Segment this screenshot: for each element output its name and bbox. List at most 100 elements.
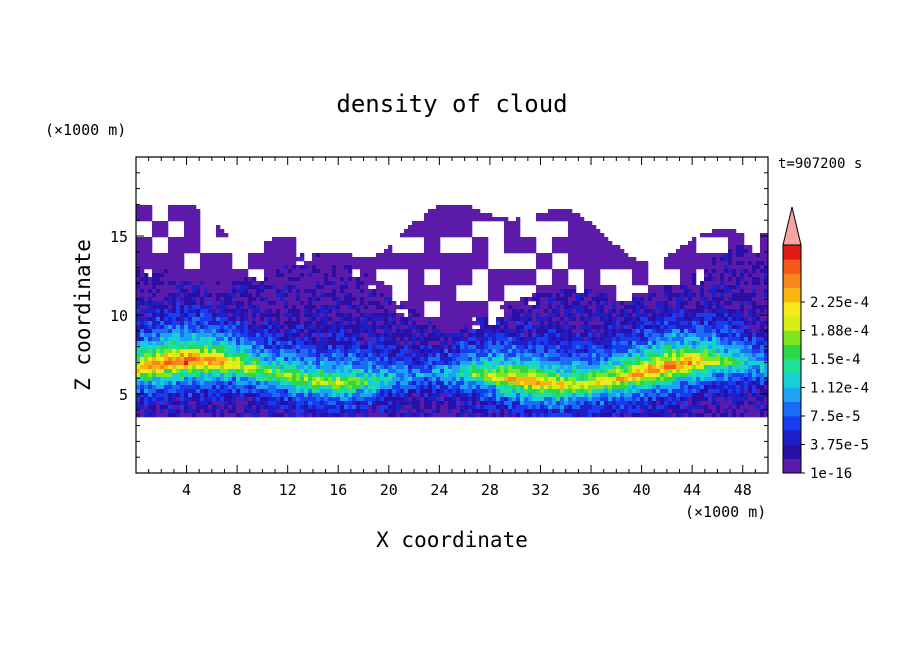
density-cell — [756, 273, 761, 278]
density-cell — [588, 249, 593, 254]
density-cell — [620, 349, 625, 354]
density-cell — [496, 373, 501, 378]
density-cell — [684, 261, 689, 266]
density-cell — [440, 309, 445, 314]
density-cell — [656, 317, 661, 322]
density-cell — [584, 289, 589, 294]
density-cell — [180, 297, 185, 302]
density-cell — [704, 353, 709, 358]
density-cell — [420, 253, 425, 258]
density-cell — [744, 253, 749, 258]
density-cell — [340, 337, 345, 342]
density-cell — [760, 337, 765, 342]
density-cell — [468, 341, 473, 346]
density-cell — [532, 357, 537, 362]
density-cell — [516, 221, 521, 226]
density-cell — [692, 261, 697, 266]
density-cell — [196, 341, 201, 346]
density-cell — [380, 261, 385, 266]
density-cell — [208, 301, 213, 306]
density-cell — [176, 237, 181, 242]
density-cell — [448, 373, 453, 378]
density-cell — [464, 357, 469, 362]
density-cell — [460, 257, 465, 262]
density-cell — [456, 261, 461, 266]
density-cell — [160, 289, 165, 294]
density-cell — [280, 329, 285, 334]
density-cell — [160, 325, 165, 330]
density-cell — [728, 233, 733, 238]
density-cell — [160, 337, 165, 342]
density-cell — [136, 269, 141, 274]
density-cell — [252, 357, 257, 362]
density-cell — [532, 237, 537, 242]
density-cell — [648, 313, 653, 318]
density-cell — [364, 329, 369, 334]
density-cell — [148, 345, 153, 350]
density-cell — [392, 257, 397, 262]
density-cell — [280, 313, 285, 318]
density-cell — [756, 373, 761, 378]
density-cell — [708, 313, 713, 318]
density-cell — [708, 273, 713, 278]
density-cell — [340, 365, 345, 370]
density-cell — [296, 325, 301, 330]
density-cell — [532, 309, 537, 314]
density-cell — [420, 353, 425, 358]
density-cell — [264, 329, 269, 334]
density-cell — [192, 293, 197, 298]
density-cell — [332, 277, 337, 282]
density-cell — [216, 305, 221, 310]
density-cell — [208, 345, 213, 350]
density-cell — [268, 245, 273, 250]
density-cell — [348, 281, 353, 286]
density-cell — [228, 361, 233, 366]
density-cell — [256, 261, 261, 266]
density-cell — [248, 313, 253, 318]
density-cell — [272, 353, 277, 358]
density-cell — [500, 305, 505, 310]
density-cell — [156, 289, 161, 294]
density-cell — [336, 273, 341, 278]
density-cell — [172, 345, 177, 350]
density-cell — [632, 297, 637, 302]
density-cell — [332, 289, 337, 294]
density-cell — [276, 353, 281, 358]
density-cell — [292, 349, 297, 354]
density-cell — [656, 361, 661, 366]
density-cell — [556, 273, 561, 278]
density-cell — [396, 305, 401, 310]
density-cell — [704, 289, 709, 294]
density-cell — [172, 337, 177, 342]
density-cell — [416, 265, 421, 270]
density-cell — [640, 337, 645, 342]
density-cell — [312, 265, 317, 270]
density-cell — [464, 349, 469, 354]
density-cell — [464, 281, 469, 286]
density-cell — [360, 325, 365, 330]
density-cell — [420, 273, 425, 278]
density-cell — [180, 353, 185, 358]
density-cell — [620, 373, 625, 378]
density-cell — [180, 253, 185, 258]
density-cell — [408, 301, 413, 306]
density-cell — [600, 357, 605, 362]
density-cell — [552, 273, 557, 278]
density-cell — [184, 317, 189, 322]
density-cell — [392, 265, 397, 270]
density-cell — [252, 329, 257, 334]
density-cell — [504, 221, 509, 226]
density-cell — [432, 357, 437, 362]
density-cell — [512, 245, 517, 250]
density-cell — [596, 273, 601, 278]
density-cell — [564, 249, 569, 254]
density-cell — [300, 373, 305, 378]
density-cell — [320, 373, 325, 378]
density-cell — [720, 293, 725, 298]
density-cell — [572, 265, 577, 270]
density-cell — [184, 225, 189, 230]
density-cell — [744, 257, 749, 262]
density-cell — [440, 261, 445, 266]
density-cell — [260, 253, 265, 258]
density-cell — [676, 361, 681, 366]
